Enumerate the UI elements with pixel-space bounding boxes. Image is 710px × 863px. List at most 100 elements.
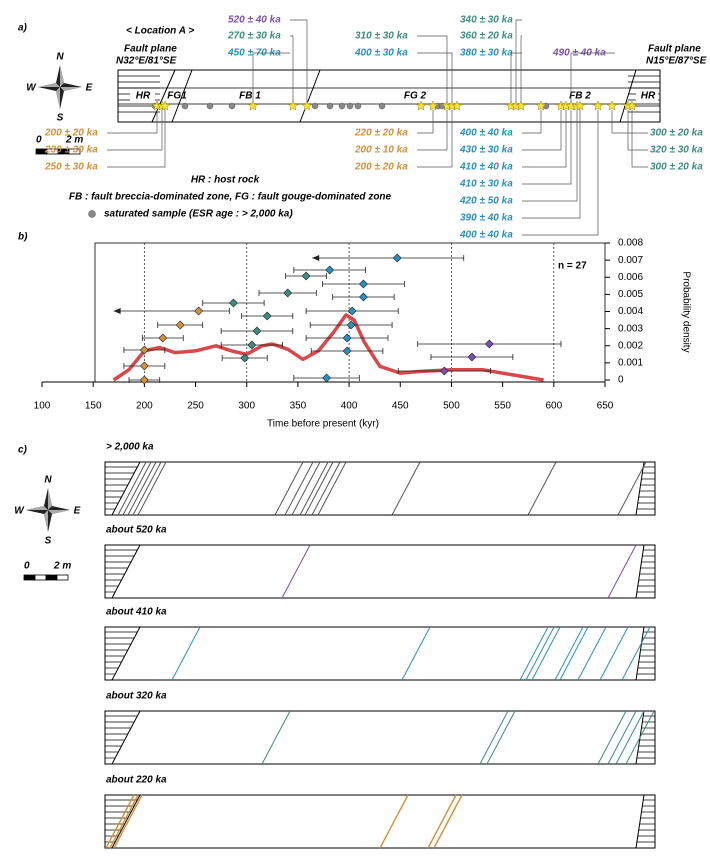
fracture bbox=[284, 461, 314, 516]
fracture bbox=[433, 794, 463, 849]
x-tick-label: 550 bbox=[494, 401, 511, 412]
scale-bar bbox=[56, 574, 69, 581]
fracture bbox=[379, 794, 409, 849]
fracture bbox=[132, 461, 162, 516]
saturated-sample bbox=[326, 102, 334, 110]
panel-label: a) bbox=[18, 23, 28, 34]
leader bbox=[417, 110, 448, 151]
fracture bbox=[427, 794, 457, 849]
sample bbox=[247, 100, 259, 111]
x-tick-label: 250 bbox=[187, 401, 204, 412]
hr-mask bbox=[130, 90, 155, 102]
compass-n: N bbox=[44, 475, 52, 486]
fracture bbox=[304, 461, 334, 516]
legend-dot bbox=[88, 210, 96, 218]
age-label: 270 ± 30 ka bbox=[227, 31, 281, 42]
age-label: 520 ± 40 ka bbox=[228, 15, 281, 26]
saturated-sample bbox=[311, 102, 319, 110]
age-label: 300 ± 20 ka bbox=[650, 162, 703, 173]
fault-zone bbox=[117, 69, 661, 123]
legend-saturated: saturated sample (ESR age : > 2,000 ka) bbox=[104, 209, 293, 220]
y2-tick-label: 0.001 bbox=[618, 358, 643, 369]
fracture bbox=[391, 461, 421, 516]
fracture bbox=[109, 794, 139, 849]
age-point bbox=[347, 306, 357, 316]
sample bbox=[451, 100, 463, 111]
age-point bbox=[358, 279, 368, 289]
age-point bbox=[139, 375, 149, 385]
fracture bbox=[531, 626, 561, 681]
zone-label: HR bbox=[136, 91, 151, 102]
fault-boundary bbox=[111, 710, 141, 765]
sample bbox=[515, 100, 527, 111]
zone-label: HR bbox=[641, 91, 656, 102]
fault-boundary bbox=[151, 69, 176, 123]
y2-tick-label: 0.006 bbox=[618, 272, 643, 283]
fault-boundary bbox=[619, 69, 637, 123]
sample bbox=[592, 100, 604, 111]
leader bbox=[107, 110, 158, 134]
fault-boundary bbox=[635, 544, 645, 599]
sample bbox=[606, 100, 618, 111]
fracture bbox=[486, 710, 516, 765]
x-tick-label: 300 bbox=[238, 401, 255, 412]
age-label: 400 ± 30 ka bbox=[354, 48, 408, 59]
age-label: 400 ± 40 ka bbox=[459, 230, 513, 241]
x-tick-label: 450 bbox=[392, 401, 409, 412]
panel-label: c) bbox=[18, 445, 28, 456]
leader bbox=[570, 52, 615, 102]
sample bbox=[427, 100, 439, 111]
fracture bbox=[527, 461, 557, 516]
scale-bar bbox=[23, 574, 36, 581]
fracture bbox=[127, 461, 157, 516]
fracture bbox=[577, 626, 607, 681]
x-tick-label: 200 bbox=[136, 401, 153, 412]
age-point bbox=[325, 265, 335, 275]
legend-fb-fg: FB : fault breccia-dominated zone, FG : … bbox=[69, 192, 392, 203]
age-label: 410 ± 40 ka bbox=[459, 162, 513, 173]
leader bbox=[522, 110, 599, 236]
age-point bbox=[139, 361, 149, 371]
fracture bbox=[621, 626, 651, 681]
age-point bbox=[158, 333, 168, 343]
scale-bar bbox=[34, 574, 47, 581]
scale-bar bbox=[68, 148, 81, 155]
age-point bbox=[139, 345, 149, 355]
leader bbox=[522, 110, 542, 134]
saturated-sample bbox=[378, 102, 386, 110]
saturated-sample bbox=[354, 102, 362, 110]
x-tick-label: 500 bbox=[443, 401, 460, 412]
compass-n: N bbox=[56, 52, 64, 63]
age-label: 200 ± 20 ka bbox=[354, 162, 408, 173]
fault-boundary bbox=[111, 544, 141, 599]
fault-boundary bbox=[635, 794, 645, 849]
fracture bbox=[113, 794, 143, 849]
fault-right-orient: N15°E/87°SE bbox=[646, 56, 707, 67]
leader bbox=[417, 52, 453, 102]
location: < Location A > bbox=[126, 26, 194, 37]
x-tick-label: 600 bbox=[545, 401, 562, 412]
y2-tick-label: 0.003 bbox=[618, 323, 643, 334]
y2-tick-label: 0.002 bbox=[618, 340, 643, 351]
fracture bbox=[291, 461, 321, 516]
sample bbox=[535, 100, 547, 111]
fracture bbox=[105, 794, 135, 849]
age-label: 310 ± 30 ka bbox=[355, 31, 408, 42]
strip bbox=[104, 544, 656, 599]
fault-right-title: Fault plane bbox=[648, 44, 701, 55]
leader bbox=[107, 110, 166, 168]
zone-label: FG1 bbox=[167, 91, 187, 102]
saturated-sample bbox=[228, 102, 236, 110]
age-label: 400 ± 40 ka bbox=[459, 128, 513, 139]
sample bbox=[301, 100, 313, 111]
arrow-head bbox=[113, 308, 121, 314]
age-label: 250 ± 30 ka bbox=[44, 162, 98, 173]
age-point bbox=[322, 373, 331, 383]
leader bbox=[515, 19, 522, 102]
fracture bbox=[519, 626, 549, 681]
age-label: 320 ± 30 ka bbox=[650, 145, 703, 156]
age-label: 200 ± 20 ka bbox=[44, 128, 98, 139]
leader bbox=[417, 35, 448, 102]
leader bbox=[290, 19, 308, 102]
